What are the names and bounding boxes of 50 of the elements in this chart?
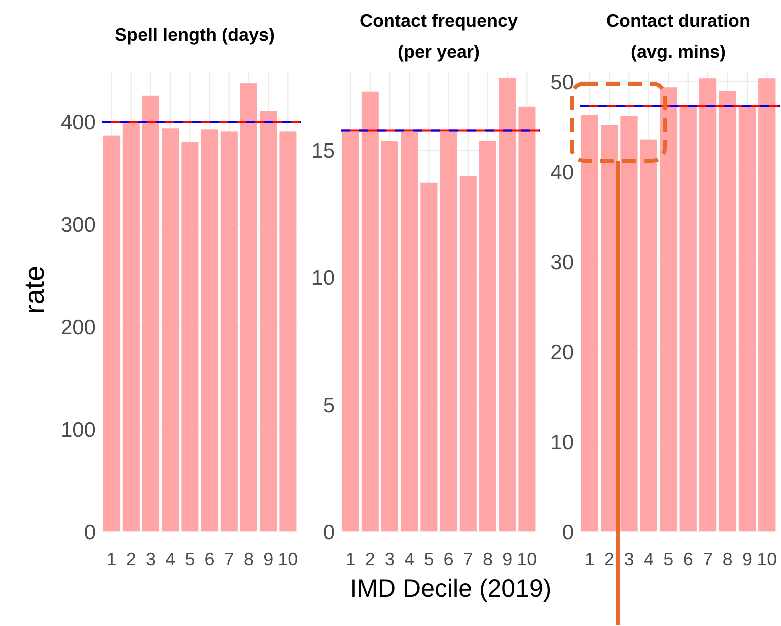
- x-tick-label: 10: [757, 549, 778, 570]
- x-tick-label: 5: [664, 549, 674, 570]
- x-tick-label: 6: [444, 549, 454, 570]
- x-tick-label: 7: [463, 549, 474, 570]
- x-tick-label: 3: [384, 549, 396, 570]
- chart-title: Spell length (days): [114, 25, 276, 45]
- y-tick-label: 300: [60, 214, 96, 237]
- x-tick-label: 10: [517, 549, 538, 570]
- x-tick-label: 7: [703, 549, 714, 570]
- x-tick-label: 2: [365, 549, 376, 570]
- x-tick-label: 3: [146, 549, 156, 570]
- y-tick-label: 10: [550, 431, 574, 454]
- y-tick-label: 30: [550, 251, 574, 274]
- x-tick-label: 4: [166, 549, 176, 570]
- y-tick-label: 0: [562, 521, 574, 544]
- y-tick-label: 0: [323, 521, 335, 544]
- y-tick-label: 400: [60, 112, 96, 135]
- y-tick-label: 5: [323, 394, 335, 418]
- x-tick-label: 10: [278, 549, 298, 570]
- chart-title: Contact frequency (per year): [360, 11, 518, 62]
- x-tick-label: 3: [624, 549, 634, 570]
- x-tick-label: 9: [502, 549, 513, 570]
- chart-title: Contact duration (avg. mins): [606, 11, 750, 62]
- x-tick-label: 1: [106, 549, 117, 570]
- y-tick-label: 10: [312, 267, 335, 290]
- x-tick-label: 4: [644, 549, 654, 570]
- y-tick-label: 100: [60, 418, 96, 442]
- y-axis-title: rate: [19, 266, 50, 314]
- x-tick-label: 5: [185, 549, 196, 570]
- x-tick-label: 7: [224, 549, 234, 570]
- x-tick-label: 1: [346, 549, 356, 570]
- x-tick-label: 8: [722, 549, 733, 570]
- x-tick-label: 2: [604, 549, 615, 570]
- y-tick-label: 20: [550, 341, 574, 364]
- x-tick-label: 6: [204, 549, 215, 570]
- y-tick-label: 200: [60, 316, 96, 340]
- y-tick-label: 40: [550, 161, 574, 184]
- x-tick-label: 2: [126, 549, 136, 570]
- x-axis-title: IMD Decile (2019): [350, 575, 552, 603]
- y-tick-label: 15: [312, 140, 335, 164]
- x-tick-label: 9: [264, 549, 274, 570]
- x-tick-label: 1: [584, 549, 595, 570]
- x-tick-label: 6: [683, 549, 694, 570]
- y-tick-label: 50: [550, 71, 574, 94]
- x-tick-label: 8: [482, 549, 494, 570]
- x-tick-label: 9: [742, 549, 752, 570]
- x-tick-label: 4: [404, 549, 415, 570]
- x-tick-label: 5: [424, 549, 434, 570]
- y-tick-label: 0: [84, 521, 96, 544]
- x-tick-label: 8: [244, 549, 254, 570]
